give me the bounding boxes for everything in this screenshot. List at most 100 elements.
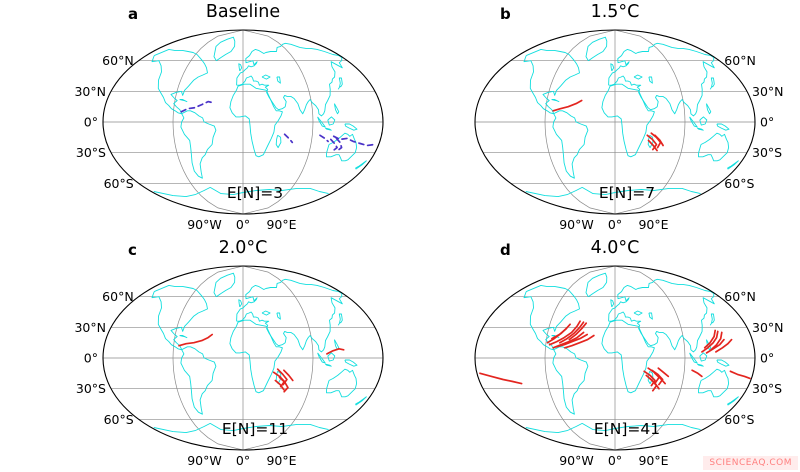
storm-track <box>555 333 589 348</box>
lat-tick-label: 30°N <box>74 84 106 99</box>
panel-title-1p5c: 1.5°C <box>590 2 640 22</box>
coastline <box>523 284 580 351</box>
lat-tick-label: 60°S <box>724 412 754 427</box>
storm-track <box>568 322 588 341</box>
coastline <box>697 363 704 367</box>
coastline <box>179 99 188 103</box>
lat-tick-label: 30°S <box>752 381 782 396</box>
coastline <box>213 272 236 298</box>
storm-track <box>715 338 733 353</box>
expected-count-label: E[N]=3 <box>227 184 283 202</box>
coastline <box>326 132 358 162</box>
panel-letter-b: b <box>500 5 511 23</box>
coastline <box>327 352 336 362</box>
expected-count-label: E[N]=41 <box>594 420 660 438</box>
storm-track <box>548 320 581 346</box>
coastline <box>525 422 701 434</box>
storm-track <box>654 372 666 385</box>
coastline <box>261 74 271 80</box>
coastline <box>633 74 643 80</box>
coastline <box>523 48 580 115</box>
coastline <box>716 359 730 367</box>
coastline <box>229 83 283 158</box>
coastline <box>705 103 712 115</box>
storm-track <box>329 138 338 152</box>
storm-track <box>319 134 329 143</box>
coastline <box>151 48 208 115</box>
storm-track <box>657 367 670 378</box>
coastline <box>333 103 340 115</box>
lon-tick-label: 90°E <box>638 453 668 468</box>
panel-letter-a: a <box>128 5 139 23</box>
coastline <box>326 368 358 398</box>
coastline <box>610 299 615 308</box>
map-baseline: 60°N 30°N 0° 30°S 60°S 90°W 0° 90°E E[N]=3 <box>0 0 400 236</box>
storm-track <box>551 323 571 340</box>
coastline <box>153 422 329 434</box>
expected-count-label: E[N]=11 <box>222 420 288 438</box>
storm-track <box>701 330 719 353</box>
lon-tick-label: 90°E <box>266 453 296 468</box>
coastline <box>238 299 243 308</box>
coastline <box>647 370 654 385</box>
storm-track <box>558 321 585 344</box>
lon-tick-label: 0° <box>608 453 622 468</box>
storm-track <box>649 377 660 390</box>
coastline <box>355 160 367 170</box>
storm-track <box>703 329 717 349</box>
map-2p0c: 60°N 30°N 0° 30°S 60°S 90°W 0° 90°E E[N]=11 <box>0 236 400 472</box>
coastline <box>179 335 188 339</box>
lat-tick-label: 60°N <box>724 53 756 68</box>
storm-track <box>479 372 523 385</box>
storm-track <box>654 134 664 147</box>
storm-track <box>710 331 723 351</box>
lon-tick-label: 90°W <box>559 453 594 468</box>
coastline <box>276 312 281 320</box>
coastline <box>317 352 326 364</box>
lat-tick-label: 60°S <box>724 176 754 191</box>
lon-tick-label: 90°W <box>559 217 594 232</box>
panel-1p5c: b 1.5°C 60°N 30°N 0° 30°S 60°S 90°W 0° 90°E E[N]… <box>400 0 800 236</box>
lat-tick-label: 30°S <box>76 145 106 160</box>
watermark: SCIENCEAQ.COM <box>703 456 798 470</box>
coastline <box>698 132 730 162</box>
coastline <box>698 368 730 398</box>
coastline <box>647 134 654 149</box>
coastline <box>709 313 715 326</box>
panel-title-4p0c: 4.0°C <box>590 238 640 258</box>
coastline <box>689 352 698 364</box>
coastline <box>727 396 739 406</box>
storm-track <box>647 139 658 152</box>
storm-track <box>326 347 345 355</box>
map-canvas-d: 60°N 30°N 0° 30°S 60°S 90°W 0° 90°E E[N]=41 <box>474 265 784 468</box>
storm-track <box>651 369 664 386</box>
lon-tick-label: 90°E <box>266 217 296 232</box>
coastline <box>551 99 560 103</box>
lat-tick-label: 0° <box>760 351 774 366</box>
coastline <box>633 310 643 316</box>
storm-track <box>178 333 214 347</box>
coastline <box>699 116 708 126</box>
coastline <box>601 319 655 394</box>
storm-track <box>180 100 214 113</box>
coastline <box>608 42 715 117</box>
storm-track <box>283 133 294 144</box>
map-4p0c: 60°N 30°N 0° 30°S 60°S 90°W 0° 90°E E[N]=41 <box>400 236 800 472</box>
lon-tick-label: 90°W <box>187 453 222 468</box>
expected-count-label: E[N]=7 <box>599 184 655 202</box>
coastline <box>325 363 332 367</box>
coastline <box>697 127 704 131</box>
coastline <box>327 116 336 126</box>
lat-tick-label: 60°N <box>102 289 134 304</box>
coastline <box>727 160 739 170</box>
storm-track <box>335 137 343 152</box>
coastline <box>261 310 271 316</box>
lat-tick-label: 0° <box>84 351 98 366</box>
coastline <box>648 312 653 320</box>
map-canvas-a: 60°N 30°N 0° 30°S 60°S 90°W 0° 90°E E[N]=3 <box>74 29 384 232</box>
storm-track <box>705 338 725 354</box>
coastline <box>608 278 715 353</box>
coastline <box>648 76 653 84</box>
lat-tick-label: 0° <box>760 115 774 130</box>
coastline <box>709 77 715 90</box>
